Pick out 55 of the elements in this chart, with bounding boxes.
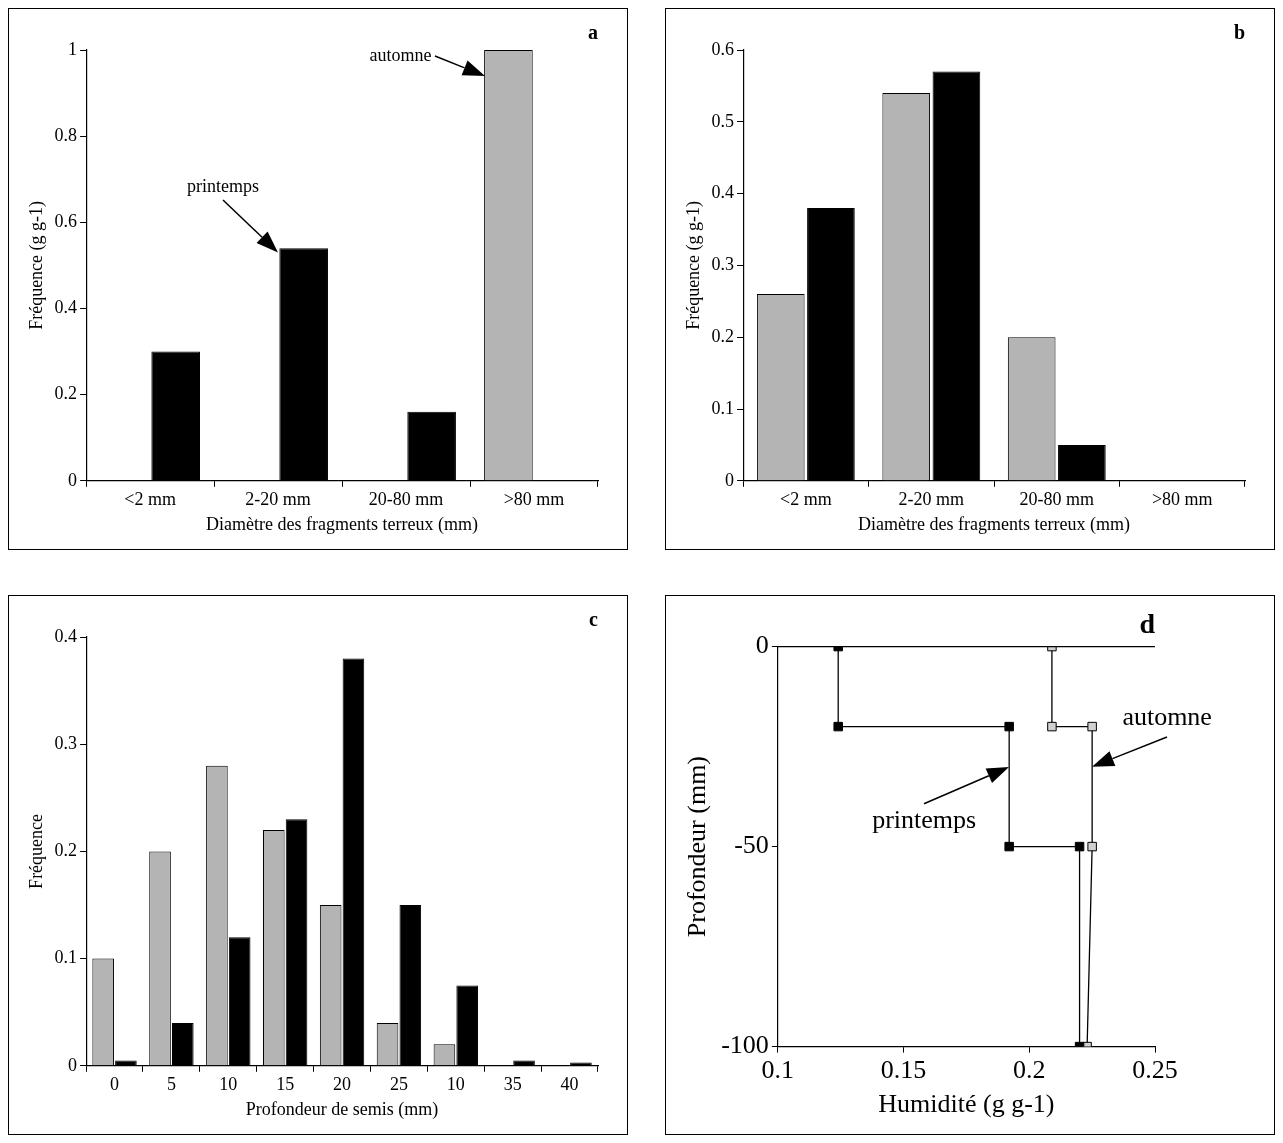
y-tick-label: 0.6 (54, 211, 78, 232)
x-tick-label: 0.2 (1013, 1055, 1046, 1085)
annotation: automne (369, 44, 432, 65)
x-tick-label: 15 (276, 1074, 295, 1095)
y-tick-label: -50 (734, 830, 769, 860)
y-tick-label: 0.3 (54, 732, 78, 753)
chart-title: a (588, 21, 598, 44)
y-tick-label: 0.4 (711, 182, 735, 203)
y-tick-label: 1 (68, 38, 78, 59)
x-tick-label: 0.15 (880, 1055, 927, 1085)
x-axis-title: Diamètre des fragments terreux (mm) (858, 513, 1130, 535)
chart-title: d (1139, 608, 1156, 640)
x-tick-label: 20 (333, 1074, 352, 1095)
y-tick-label: 0 (68, 469, 78, 490)
x-axis-title: Profondeur de semis (mm) (245, 1098, 439, 1120)
y-tick-label: 0 (755, 630, 769, 660)
chart-title: b (1233, 21, 1245, 44)
x-tick-label: 2-20 mm (898, 489, 965, 510)
y-tick-label: 0.3 (711, 254, 735, 275)
x-tick-label: >80 mm (1151, 489, 1213, 510)
annotation: printemps (187, 176, 260, 197)
y-axis-title: Fréquence (g g-1) (682, 200, 704, 330)
y-tick-label: 0.2 (54, 840, 78, 861)
y-tick-label: 0.6 (711, 38, 735, 59)
x-tick-label: 40 (560, 1074, 579, 1095)
y-tick-label: 0 (725, 469, 735, 490)
y-tick-label: 0.8 (54, 124, 78, 145)
y-axis-title: Profondeur (mm) (682, 755, 712, 938)
y-axis-title: Fréquence (25, 813, 46, 889)
y-tick-label: 0.4 (54, 625, 78, 646)
y-tick-label: 0.4 (54, 297, 78, 318)
x-tick-label: >80 mm (503, 489, 565, 510)
x-tick-label: 0 (110, 1074, 120, 1095)
x-tick-label: 5 (166, 1074, 176, 1095)
x-tick-label: <2 mm (124, 489, 176, 510)
x-axis-title: Humidité (g g-1) (878, 1089, 1055, 1119)
x-tick-label: 0.25 (1132, 1055, 1178, 1085)
y-axis-title: Fréquence (g g-1) (25, 200, 47, 330)
y-tick-label: 0.5 (711, 110, 735, 131)
x-tick-label: 20-80 mm (1019, 489, 1095, 510)
y-tick-label: 0.1 (711, 397, 735, 418)
x-tick-label: 20-80 mm (368, 489, 444, 510)
x-tick-label: 35 (503, 1074, 522, 1095)
x-tick-label: 10 (446, 1074, 465, 1095)
x-axis-title: Diamètre des fragments terreux (mm) (206, 513, 478, 535)
x-tick-label: <2 mm (780, 489, 832, 510)
chart-title: c (589, 608, 599, 631)
y-tick-label: 0.1 (54, 947, 78, 968)
y-tick-label: 0.2 (711, 325, 735, 346)
y-tick-label: 0.2 (54, 383, 78, 404)
x-tick-label: 10 (219, 1074, 238, 1095)
x-tick-label: 2-20 mm (245, 489, 311, 510)
annotation: printemps (872, 805, 977, 835)
annotation: automne (1122, 702, 1212, 732)
x-tick-label: 25 (389, 1074, 408, 1095)
